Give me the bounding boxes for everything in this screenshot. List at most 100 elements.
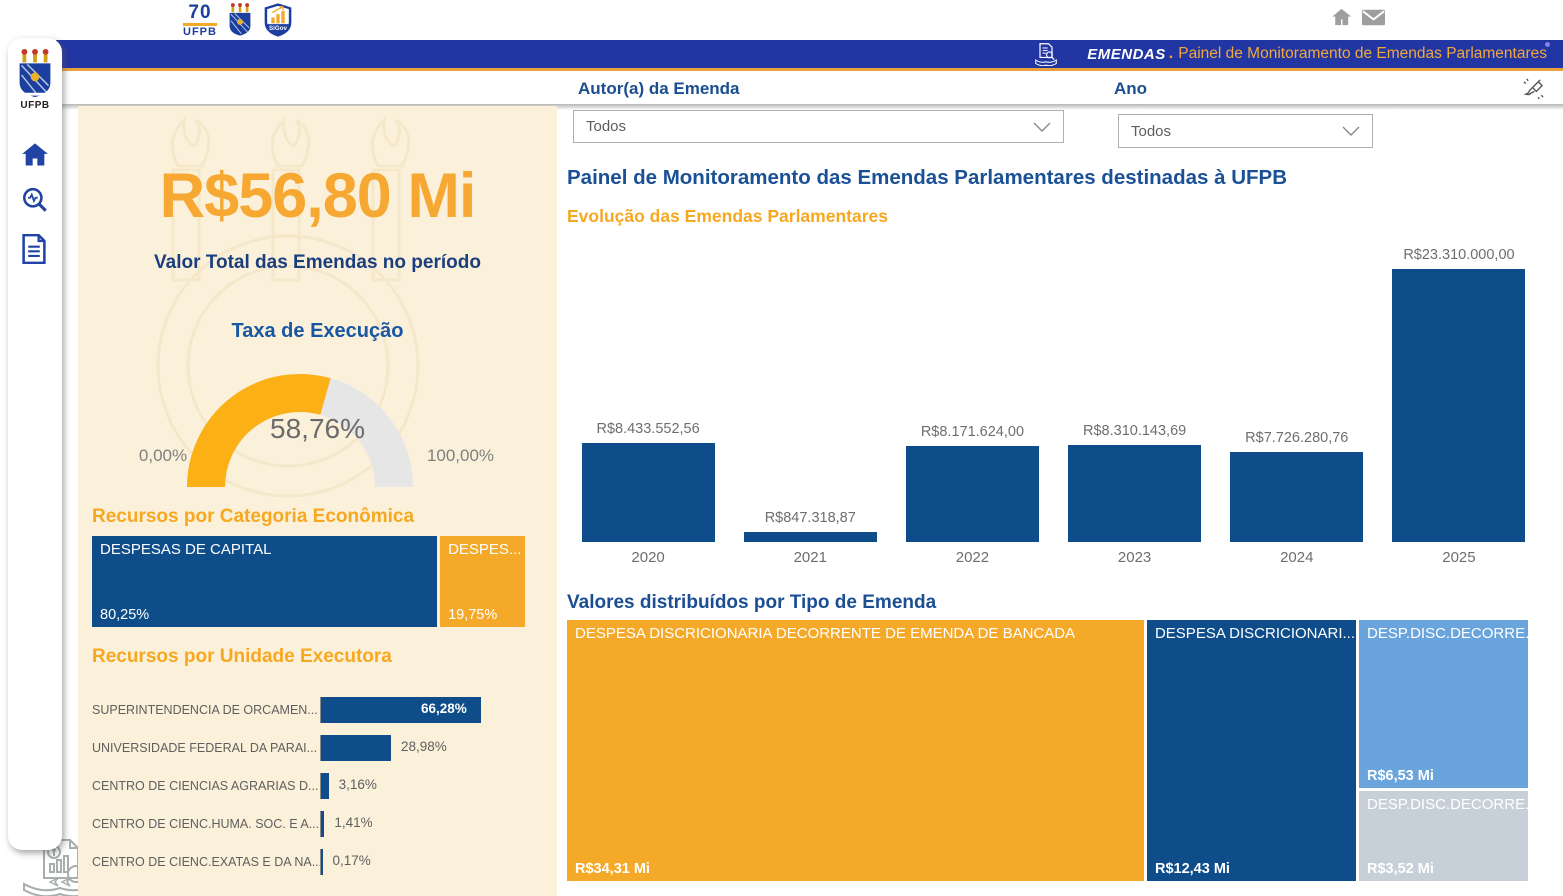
tipo-block-label: DESP.DISC.DECORRE... bbox=[1366, 625, 1528, 642]
ufpb-crest-logo bbox=[229, 3, 251, 36]
gauge-min-label: 0,00% bbox=[138, 446, 188, 465]
banner-brand: EMENDAS bbox=[1087, 45, 1166, 63]
evolucao-bar[interactable] bbox=[905, 446, 1039, 542]
unidade-bar[interactable] bbox=[321, 697, 481, 723]
sidebar: UFPB bbox=[8, 38, 62, 850]
tipo-treemap-block[interactable]: DESP.DISC.DECORRE... R$3,52 Mi bbox=[1358, 790, 1528, 881]
author-filter-dropdown[interactable]: Todos bbox=[573, 110, 1064, 143]
evolucao-bar[interactable] bbox=[1068, 444, 1202, 542]
evolucao-bar-chart: R$8.433.552,56 2020 R$847.318,87 2021 R$8.17… bbox=[567, 236, 1540, 566]
unidade-title: Recursos por Unidade Executora bbox=[92, 646, 392, 667]
filter-strip bbox=[56, 74, 1563, 104]
unidade-bar-value: 28,98% bbox=[400, 739, 447, 754]
unidade-bar-value: 1,41% bbox=[334, 815, 373, 830]
unidade-bar[interactable] bbox=[321, 735, 391, 761]
unidade-bar-row: CENTRO DE CIENCIAS AGRARIAS D... 3,16% bbox=[92, 767, 542, 805]
evolucao-x-label: 2022 bbox=[955, 549, 990, 566]
sigov-logo: SiGov bbox=[264, 3, 292, 37]
evolucao-column: R$23.310.000,00 2025 bbox=[1378, 236, 1540, 566]
crest-watermark bbox=[156, 115, 420, 498]
evolucao-bar[interactable] bbox=[1392, 269, 1526, 542]
tipo-block-label: DESP.DISC.DECORRE... bbox=[1366, 795, 1528, 813]
categoria-treemap: DESPESAS DE CAPITAL 80,25% DESPES... 19,75% bbox=[92, 536, 525, 627]
categoria-block-pct: 80,25% bbox=[100, 607, 150, 623]
categoria-block-label: DESPES... bbox=[448, 541, 522, 558]
ufpb-70-accent bbox=[183, 22, 217, 26]
banner-separator: . bbox=[1168, 45, 1174, 62]
unidade-bar-label: SUPERINTENDENCIA DE ORCAMEN... bbox=[92, 703, 318, 717]
unidade-bar-cell: 28,98% bbox=[320, 735, 542, 761]
author-filter-value: Todos bbox=[586, 118, 627, 135]
evolucao-x-label: 2023 bbox=[1117, 549, 1152, 566]
evolucao-bar-value: R$847.318,87 bbox=[764, 510, 856, 526]
home-icon[interactable] bbox=[1330, 6, 1353, 29]
unidade-bar-label: CENTRO DE CIENC.HUMA. SOC. E A... bbox=[92, 817, 320, 831]
evolucao-x-label: 2020 bbox=[631, 549, 665, 566]
tipo-block-value: R$34,31 Mi bbox=[575, 861, 650, 877]
chevron-down-icon bbox=[1342, 126, 1360, 136]
tipo-block-label: DESPESA DISCRICIONARIA DECORRENTE DE EME… bbox=[575, 625, 1076, 642]
evolucao-bar[interactable] bbox=[1230, 451, 1364, 542]
year-filter-dropdown[interactable]: Todos bbox=[1118, 114, 1373, 148]
gauge-max-label: 100,00% bbox=[426, 446, 495, 465]
sigov-label: SiGov bbox=[269, 25, 288, 32]
ufpb-70-number: 70 bbox=[188, 1, 212, 23]
unidade-bar[interactable] bbox=[321, 811, 325, 837]
unidade-bar-label: CENTRO DE CIENC.EXATAS E DA NA... bbox=[92, 855, 323, 869]
evolucao-bar[interactable] bbox=[743, 532, 877, 542]
unidade-bar-chart: SUPERINTENDENCIA DE ORCAMEN... 66,28% UNIV… bbox=[92, 691, 542, 881]
execution-rate-gauge[interactable] bbox=[135, 349, 465, 491]
evolucao-bar-value: R$7.726.280,76 bbox=[1245, 429, 1349, 446]
evolucao-bar-value: R$23.310.000,00 bbox=[1403, 247, 1515, 263]
unidade-bar[interactable] bbox=[321, 773, 329, 799]
categoria-treemap-block[interactable]: DESPES... 19,75% bbox=[440, 536, 525, 627]
unidade-bar-cell: 66,28% bbox=[320, 697, 542, 723]
logo-row: 70 UFPB SiGov bbox=[183, 2, 293, 38]
evolucao-x-label: 2021 bbox=[793, 549, 827, 566]
tipo-title: Valores distribuídos por Tipo de Emenda bbox=[567, 592, 937, 613]
sidebar-search-analytics-icon[interactable] bbox=[21, 186, 49, 216]
categoria-block-pct: 19,75% bbox=[448, 607, 498, 623]
page-title: Painel de Monitoramento das Emendas Parl… bbox=[567, 166, 1288, 189]
tipo-block-value: R$3,52 Mi bbox=[1366, 861, 1434, 877]
unidade-bar-value: 66,28% bbox=[421, 701, 467, 716]
categoria-treemap-block[interactable]: DESPESAS DE CAPITAL 80,25% bbox=[92, 536, 438, 627]
categoria-title: Recursos por Categoria Econômica bbox=[92, 506, 415, 527]
evolucao-title: Evolução das Emendas Parlamentares bbox=[567, 206, 888, 226]
app-banner: EMENDAS . Painel de Monitoramento de Eme… bbox=[56, 40, 1563, 71]
tipo-treemap-block[interactable]: DESPESA DISCRICIONARIA DECORRENTE DE EME… bbox=[567, 620, 1144, 881]
evolucao-column: R$8.310.143,69 2023 bbox=[1054, 236, 1216, 566]
categoria-block-label: DESPESAS DE CAPITAL bbox=[100, 541, 272, 558]
tipo-block-label: DESPESA DISCRICIONARI... bbox=[1154, 625, 1354, 642]
evolucao-bar-value: R$8.171.624,00 bbox=[920, 424, 1025, 441]
sidebar-document-icon[interactable] bbox=[21, 234, 47, 264]
unidade-bar[interactable] bbox=[321, 849, 323, 875]
tipo-treemap-block[interactable]: DESPESA DISCRICIONARI... R$12,43 Mi bbox=[1146, 620, 1356, 881]
tipo-block-value: R$6,53 Mi bbox=[1366, 767, 1434, 784]
unidade-bar-row: CENTRO DE CIENC.HUMA. SOC. E A... 1,41% bbox=[92, 805, 542, 843]
author-filter-label: Autor(a) da Emenda bbox=[578, 79, 740, 98]
year-filter-value: Todos bbox=[1131, 122, 1172, 140]
evolucao-bar-value: R$8.433.552,56 bbox=[596, 421, 700, 438]
tipo-treemap: DESPESA DISCRICIONARIA DECORRENTE DE EME… bbox=[567, 620, 1528, 881]
year-filter-label: Ano bbox=[1114, 79, 1148, 98]
gauge-title: Taxa de Execução bbox=[231, 320, 404, 342]
unidade-bar-row: CENTRO DE CIENC.EXATAS E DA NA... 0,17% bbox=[92, 843, 542, 881]
clear-filters-icon[interactable] bbox=[1521, 76, 1546, 100]
emendas-banner-icon bbox=[1035, 43, 1058, 66]
notification-dot bbox=[1545, 42, 1550, 47]
sidebar-home-icon[interactable] bbox=[21, 142, 49, 168]
evolucao-column: R$8.171.624,00 2022 bbox=[891, 236, 1053, 566]
chevron-down-icon bbox=[1033, 122, 1051, 132]
unidade-bar-label: CENTRO DE CIENCIAS AGRARIAS D... bbox=[92, 779, 319, 793]
evolucao-column: R$7.726.280,76 2024 bbox=[1216, 236, 1378, 566]
kpi-total-label: Valor Total das Emendas no período bbox=[154, 252, 481, 273]
mail-icon[interactable] bbox=[1361, 6, 1386, 29]
evolucao-bar[interactable] bbox=[581, 443, 715, 542]
tipo-treemap-block[interactable]: DESP.DISC.DECORRE... R$6,53 Mi bbox=[1358, 620, 1528, 788]
gauge-value: 58,76% bbox=[270, 413, 365, 444]
evolucao-x-label: 2025 bbox=[1442, 549, 1476, 566]
unidade-bar-row: UNIVERSIDADE FEDERAL DA PARAI... 28,98% bbox=[92, 729, 542, 767]
unidade-bar-cell: 1,41% bbox=[320, 811, 542, 837]
evolucao-x-label: 2024 bbox=[1280, 549, 1314, 566]
